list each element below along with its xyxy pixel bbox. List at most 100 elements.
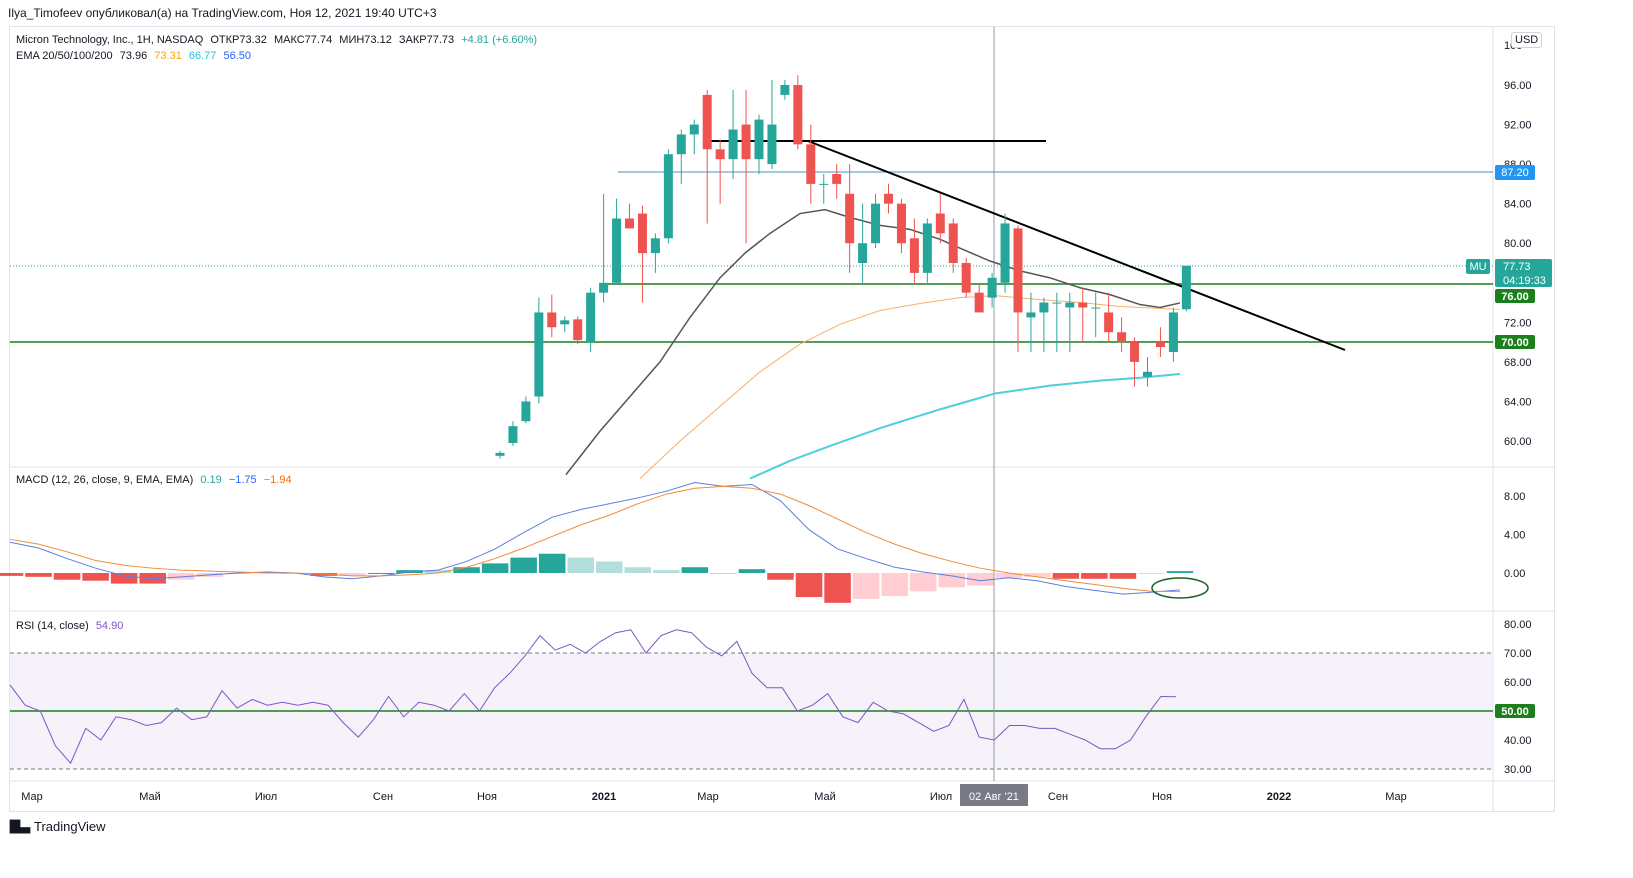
candle-body — [1091, 307, 1101, 309]
candle — [495, 450, 505, 459]
macd-histogram-bar — [624, 567, 652, 573]
macd-histogram-bar — [681, 567, 709, 573]
candle-body — [508, 426, 518, 443]
candle-body — [637, 213, 647, 254]
countdown-label: 04:19:33 — [1503, 275, 1546, 287]
candle — [689, 119, 699, 155]
candle — [1155, 327, 1165, 357]
candle-body — [793, 85, 803, 145]
candle — [1039, 297, 1049, 352]
candle-body — [1052, 302, 1062, 304]
macd-tick: 8.00 — [1504, 491, 1525, 503]
rsi-legend-label: RSI (14, close) — [16, 620, 89, 632]
macd-line-value: −1.75 — [228, 474, 257, 486]
candle — [534, 297, 544, 404]
price-tick: 84.00 — [1504, 199, 1532, 211]
candle-body — [650, 238, 660, 254]
candle — [650, 233, 660, 273]
rsi-legend[interactable]: RSI (14, close) 54.90 — [16, 620, 127, 632]
currency-badge[interactable]: USD — [1511, 32, 1543, 48]
candle — [1065, 292, 1075, 352]
label-76-bg — [1495, 289, 1535, 303]
time-label: Мар — [697, 791, 719, 803]
candle-body — [1130, 342, 1140, 362]
candle — [612, 198, 622, 285]
macd-legend[interactable]: MACD (12, 26, close, 9, EMA, EMA) 0.19 −… — [16, 474, 296, 486]
time-label: Мар — [21, 791, 43, 803]
macd-histogram-bar — [453, 567, 480, 573]
candle-body — [702, 94, 712, 150]
candle — [728, 89, 738, 179]
time-label: Ноя — [1152, 791, 1172, 803]
candle — [1052, 292, 1062, 352]
candle — [909, 218, 919, 283]
macd-histogram-bar — [25, 573, 52, 577]
macd-line — [9, 482, 1181, 595]
macd-histogram-bar — [710, 573, 737, 574]
ema50-line — [639, 295, 1181, 479]
ema50-value: 73.31 — [154, 50, 182, 62]
legend-change: +4.81 (+6.60%) — [461, 34, 538, 46]
candle-body — [767, 124, 777, 165]
candle — [793, 75, 803, 150]
macd-histogram-bar — [567, 557, 594, 573]
candle — [1104, 292, 1114, 343]
candle-body — [1065, 302, 1075, 308]
candle-body — [1026, 312, 1036, 318]
time-label: Июл — [255, 791, 277, 803]
ema-legend[interactable]: EMA 20/50/100/200 73.96 73.31 66.77 56.5… — [16, 50, 255, 62]
candle-body — [625, 218, 634, 229]
candle — [702, 89, 712, 224]
ema100-value: 66.77 — [188, 50, 217, 62]
candle-body — [1039, 302, 1049, 313]
candle-body — [858, 243, 868, 263]
annotation-circle — [1151, 577, 1209, 599]
price-tick: 68.00 — [1504, 357, 1532, 369]
macd-histogram-bar — [538, 553, 566, 573]
candle-body — [896, 203, 906, 244]
rsi-pane — [9, 629, 1177, 765]
tradingview-logo[interactable]: ▇▃ TradingView — [10, 818, 106, 834]
candle-body — [521, 401, 531, 422]
macd-legend-label: MACD (12, 26, close, 9, EMA, EMA) — [16, 474, 194, 486]
candle — [819, 174, 829, 204]
candle — [676, 129, 686, 184]
candle — [586, 287, 596, 352]
macd-histogram-bar — [481, 563, 509, 573]
legend-low: МИН73.12 — [339, 34, 392, 46]
candle-body — [819, 183, 829, 185]
candle-body — [832, 174, 842, 184]
price-scale: 96.0092.0088.0084.0080.0076.0072.0068.00… — [1504, 40, 1532, 448]
candle — [884, 183, 893, 214]
crosshair-time-label: 02 Авг '21 — [969, 791, 1019, 803]
label-87: 87.20 — [1501, 167, 1529, 179]
time-label: Май — [814, 791, 836, 803]
time-label: Сен — [373, 791, 393, 803]
candle-body — [676, 134, 686, 155]
crosshair-time-bg — [960, 784, 1028, 806]
candle — [948, 218, 958, 273]
macd-histogram-bar — [424, 570, 452, 573]
candle-body — [534, 312, 544, 397]
publisher-header: Ilya_Timofeev опубликовал(а) на TradingV… — [8, 6, 437, 20]
macd-pane — [0, 482, 1194, 603]
candle — [1181, 265, 1191, 312]
main-legend[interactable]: Micron Technology, Inc., 1H, NASDAQ ОТКР… — [16, 34, 541, 46]
legend-close: ЗАКР77.73 — [398, 34, 455, 46]
candle — [663, 149, 673, 244]
candle-body — [1155, 342, 1165, 348]
macd-hist-value: 0.19 — [200, 474, 222, 486]
candle-body — [495, 452, 505, 456]
label-rsi50-bg — [1495, 704, 1535, 718]
candle — [741, 89, 751, 244]
macd-histogram-bar — [1109, 573, 1137, 579]
last-price-bg — [1495, 259, 1552, 287]
macd-histogram-bar — [0, 573, 24, 576]
rsi-tick: 70.00 — [1504, 648, 1532, 660]
candle — [845, 164, 855, 273]
legend-symbol: Micron Technology, Inc., 1H, NASDAQ — [16, 34, 204, 46]
macd-histogram-bar — [995, 573, 1023, 578]
label-87-bg — [1495, 165, 1535, 180]
candle — [573, 316, 583, 345]
